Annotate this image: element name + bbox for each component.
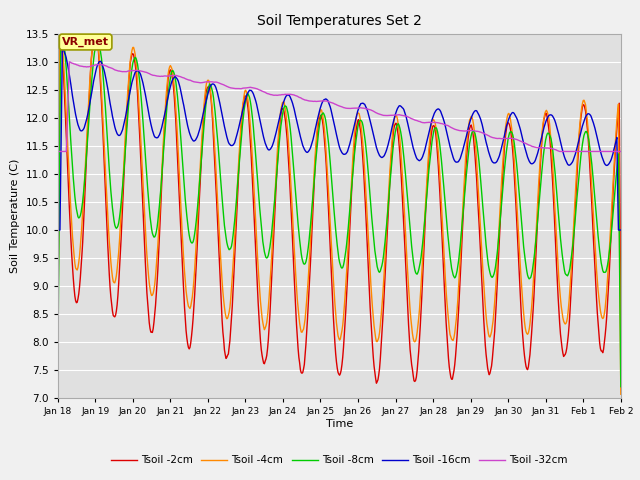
Tsoil -16cm <box>54 227 61 233</box>
Tsoil -2cm <box>56 31 64 36</box>
Tsoil -16cm <box>123 108 131 114</box>
Tsoil -4cm <box>425 147 433 153</box>
Tsoil -32cm <box>408 116 416 122</box>
Tsoil -8cm <box>123 131 131 136</box>
Tsoil -8cm <box>617 384 625 390</box>
Tsoil -32cm <box>64 107 72 113</box>
Tsoil -8cm <box>57 31 65 36</box>
Tsoil -2cm <box>123 119 131 125</box>
Tsoil -8cm <box>408 251 416 256</box>
Tsoil -4cm <box>617 391 625 397</box>
Tsoil -16cm <box>180 102 188 108</box>
Line: Tsoil -32cm: Tsoil -32cm <box>58 62 621 152</box>
Tsoil -16cm <box>65 67 72 73</box>
Tsoil -8cm <box>65 101 72 107</box>
Line: Tsoil -2cm: Tsoil -2cm <box>58 34 621 398</box>
Tsoil -8cm <box>54 396 61 401</box>
Tsoil -4cm <box>123 108 131 114</box>
X-axis label: Time: Time <box>326 419 353 429</box>
Tsoil -2cm <box>210 135 218 141</box>
Tsoil -2cm <box>180 289 188 295</box>
Tsoil -16cm <box>58 47 66 52</box>
Tsoil -32cm <box>54 149 61 155</box>
Text: VR_met: VR_met <box>62 37 109 47</box>
Tsoil -32cm <box>65 59 73 65</box>
Tsoil -8cm <box>210 95 218 100</box>
Tsoil -16cm <box>408 142 416 147</box>
Tsoil -2cm <box>65 188 72 194</box>
Line: Tsoil -4cm: Tsoil -4cm <box>58 34 621 394</box>
Tsoil -32cm <box>617 149 625 155</box>
Legend: Tsoil -2cm, Tsoil -4cm, Tsoil -8cm, Tsoil -16cm, Tsoil -32cm: Tsoil -2cm, Tsoil -4cm, Tsoil -8cm, Tsoi… <box>106 451 572 469</box>
Tsoil -4cm <box>54 342 61 348</box>
Line: Tsoil -16cm: Tsoil -16cm <box>58 49 621 230</box>
Tsoil -32cm <box>210 79 218 85</box>
Tsoil -4cm <box>65 162 72 168</box>
Line: Tsoil -8cm: Tsoil -8cm <box>58 34 621 398</box>
Tsoil -2cm <box>54 396 61 401</box>
Title: Soil Temperatures Set 2: Soil Temperatures Set 2 <box>257 14 422 28</box>
Y-axis label: Soil Temperature (C): Soil Temperature (C) <box>10 159 20 273</box>
Tsoil -32cm <box>123 69 131 74</box>
Tsoil -2cm <box>425 154 433 159</box>
Tsoil -2cm <box>408 367 416 372</box>
Tsoil -8cm <box>180 176 188 182</box>
Tsoil -16cm <box>210 81 218 87</box>
Tsoil -8cm <box>425 167 433 173</box>
Tsoil -4cm <box>56 31 64 36</box>
Tsoil -32cm <box>425 120 433 125</box>
Tsoil -4cm <box>180 257 188 263</box>
Tsoil -2cm <box>617 325 625 331</box>
Tsoil -4cm <box>408 331 416 336</box>
Tsoil -16cm <box>425 130 433 136</box>
Tsoil -4cm <box>210 123 218 129</box>
Tsoil -32cm <box>180 75 188 81</box>
Tsoil -16cm <box>617 227 625 233</box>
